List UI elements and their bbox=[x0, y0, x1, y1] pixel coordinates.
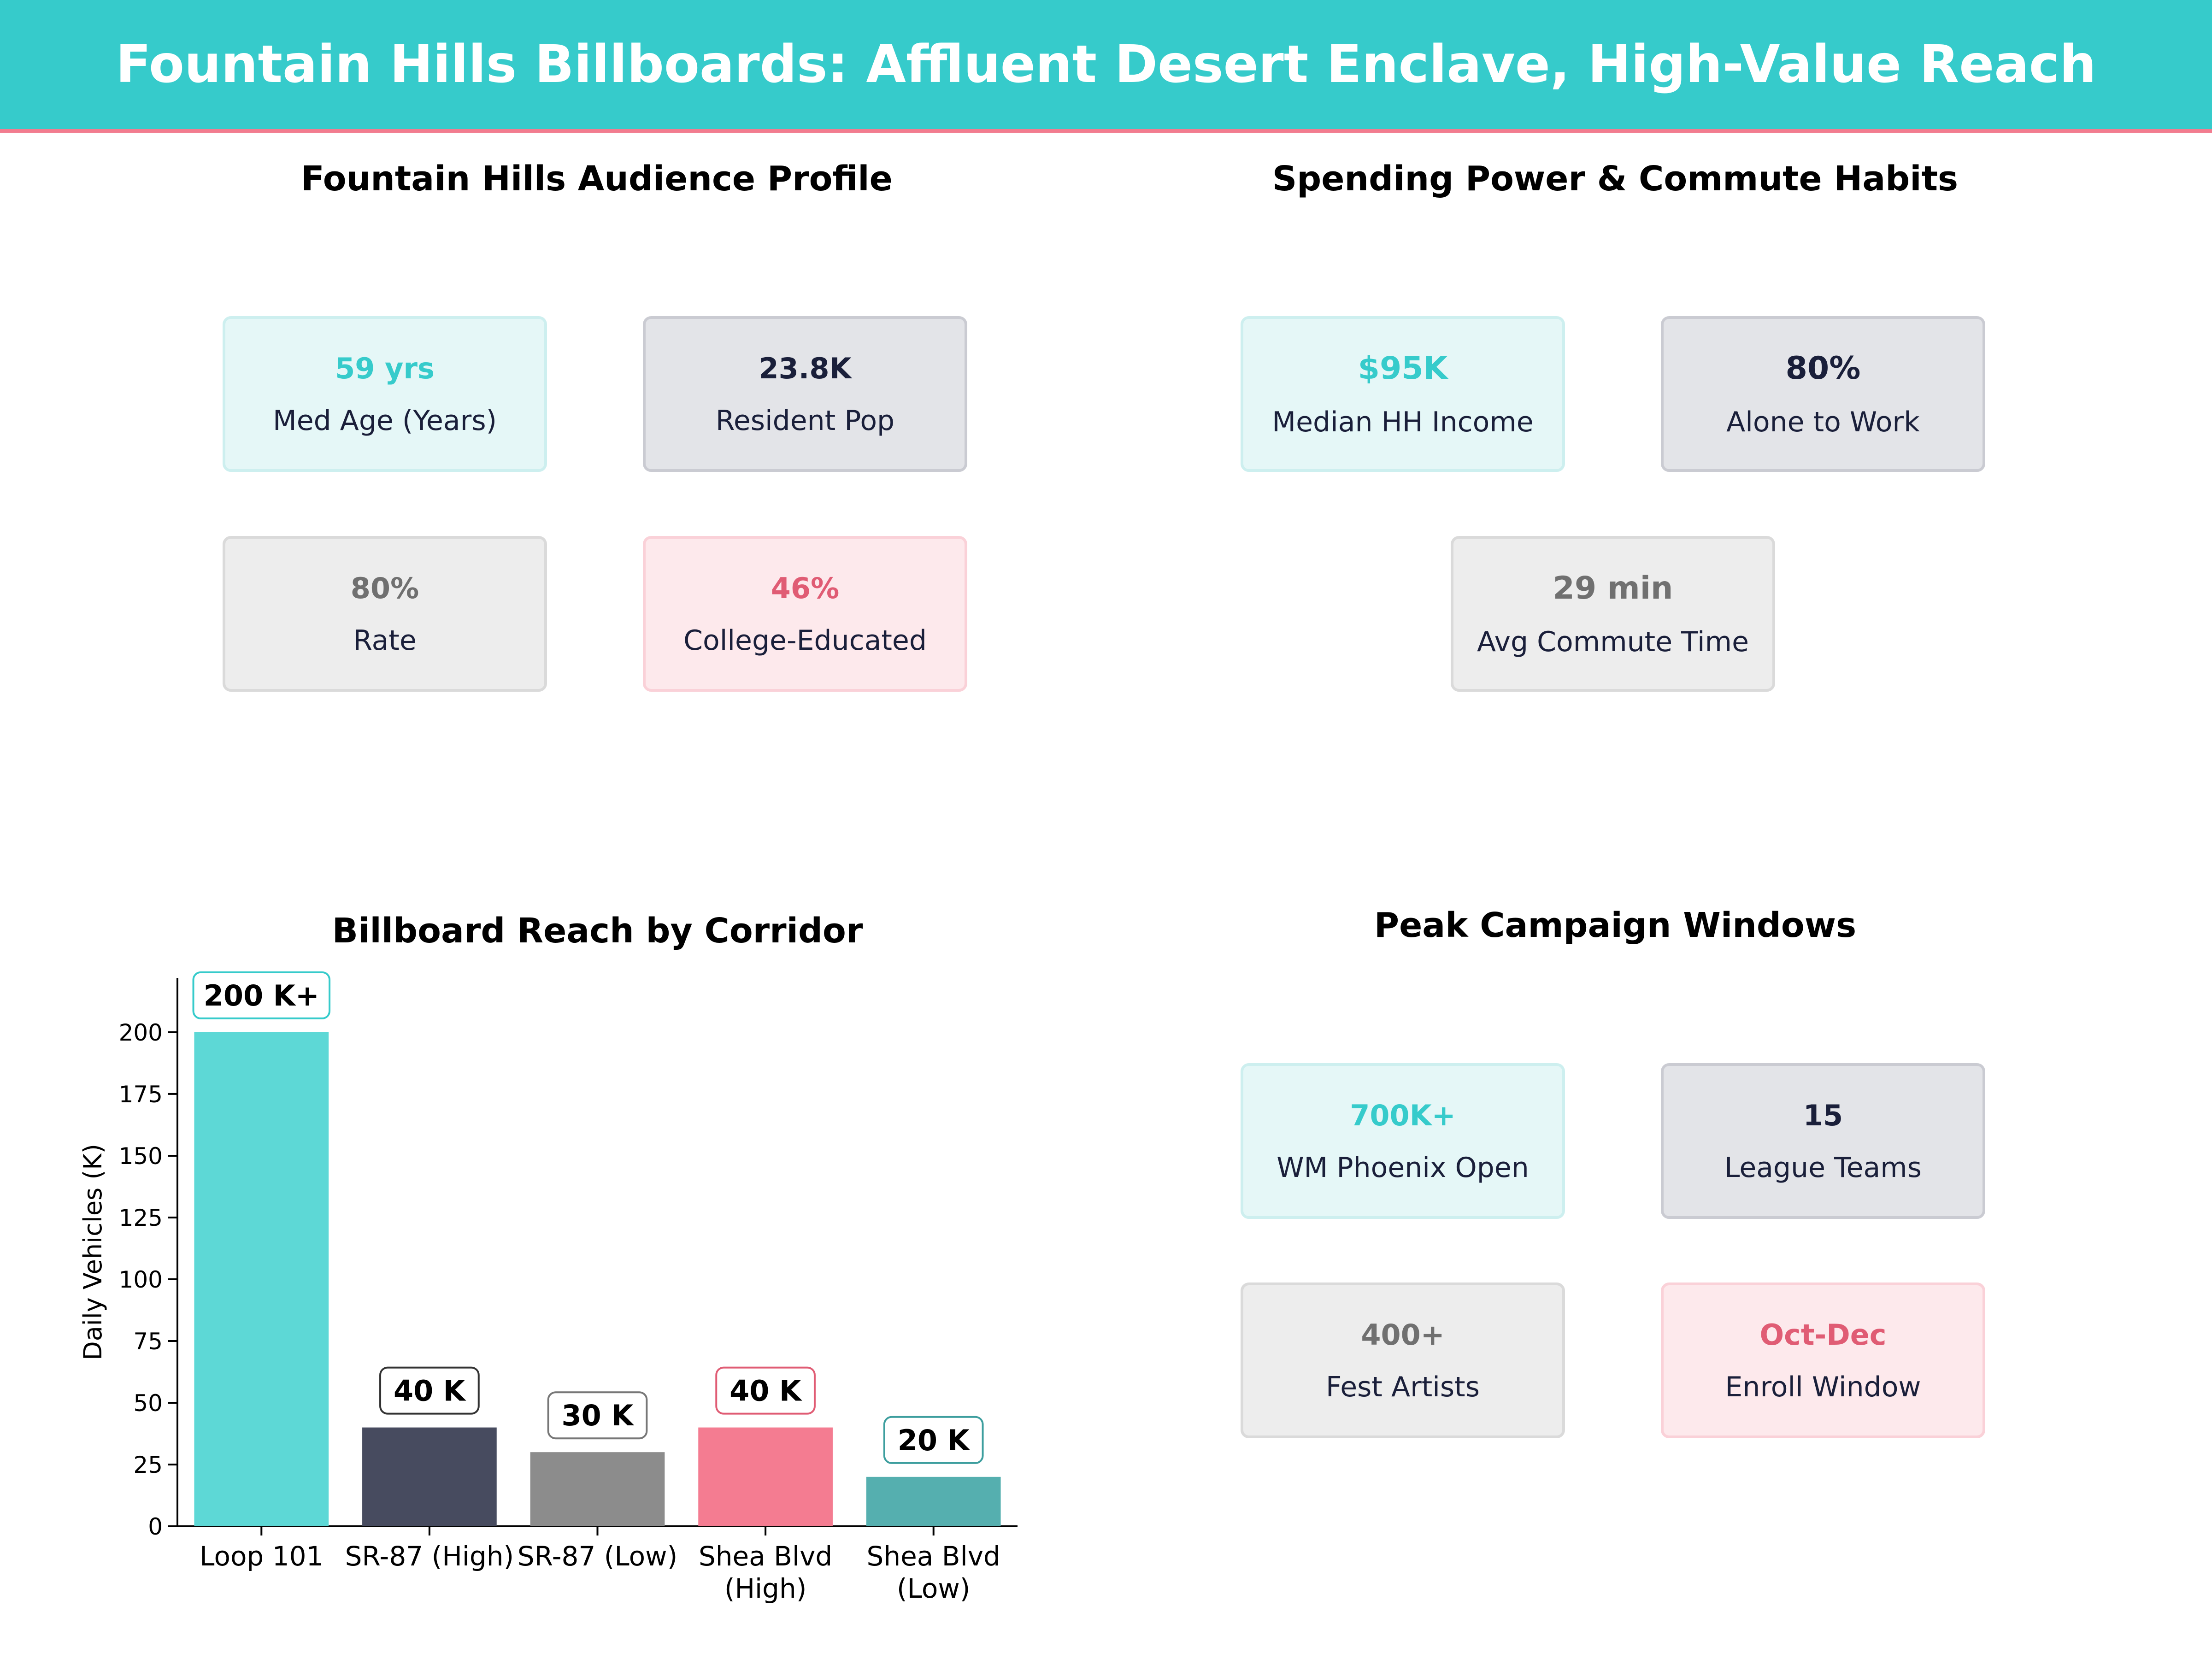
audience-card-median-age: 59 yrs Med Age (Years) bbox=[223, 316, 547, 472]
y-tick-label: 200 bbox=[119, 1019, 163, 1046]
card-label: Median HH Income bbox=[1272, 406, 1534, 438]
campaign-panel-title: Peak Campaign Windows bbox=[1374, 906, 1857, 945]
card-value: 700K+ bbox=[1350, 1098, 1456, 1132]
x-tick-label: (Low) bbox=[897, 1573, 970, 1604]
x-tick-label: SR-87 (High) bbox=[345, 1541, 514, 1572]
spending-card-commute-time: 29 min Avg Commute Time bbox=[1451, 536, 1775, 692]
card-value: 15 bbox=[1803, 1098, 1843, 1132]
spending-card-alone-to-work: 80% Alone to Work bbox=[1661, 316, 1985, 472]
data-label-box bbox=[379, 1366, 480, 1415]
bar bbox=[866, 1477, 1001, 1526]
y-tick-label: 125 bbox=[119, 1205, 163, 1231]
audience-card-college: 46% College-Educated bbox=[643, 536, 967, 692]
audience-panel-title: Fountain Hills Audience Profile bbox=[301, 159, 893, 199]
card-label: WM Phoenix Open bbox=[1277, 1151, 1529, 1184]
card-label: Med Age (Years) bbox=[272, 404, 497, 437]
y-tick-label: 0 bbox=[148, 1513, 163, 1540]
data-label-box bbox=[715, 1366, 816, 1415]
card-label: League Teams bbox=[1724, 1151, 1922, 1184]
card-label: Fest Artists bbox=[1326, 1371, 1480, 1403]
bar bbox=[194, 1032, 329, 1526]
card-value: 23.8K bbox=[759, 351, 852, 385]
bar bbox=[530, 1452, 665, 1526]
audience-card-resident-pop: 23.8K Resident Pop bbox=[643, 316, 967, 472]
campaign-card-fest-artists: 400+ Fest Artists bbox=[1241, 1282, 1565, 1438]
data-label: 30 K bbox=[562, 1399, 635, 1432]
card-value: 80% bbox=[350, 571, 419, 605]
x-tick-label: (High) bbox=[724, 1573, 807, 1604]
y-tick-label: 50 bbox=[133, 1390, 163, 1417]
card-label: Resident Pop bbox=[715, 404, 895, 437]
spending-card-income: $95K Median HH Income bbox=[1241, 316, 1565, 472]
card-value: $95K bbox=[1358, 350, 1448, 387]
y-tick-label: 100 bbox=[119, 1266, 163, 1293]
y-tick-label: 25 bbox=[133, 1452, 163, 1478]
header-banner: Fountain Hills Billboards: Affluent Dese… bbox=[0, 0, 2212, 133]
chart-title: Billboard Reach by Corridor bbox=[332, 911, 863, 951]
x-tick-label: Loop 101 bbox=[200, 1541, 323, 1572]
campaign-card-enroll-window: Oct-Dec Enroll Window bbox=[1661, 1282, 1985, 1438]
audience-card-rate: 80% Rate bbox=[223, 536, 547, 692]
card-label: College-Educated bbox=[683, 624, 927, 657]
y-tick-label: 150 bbox=[119, 1143, 163, 1170]
card-value: 400+ bbox=[1361, 1318, 1445, 1352]
card-label: Enroll Window bbox=[1725, 1371, 1921, 1403]
card-value: Oct-Dec bbox=[1759, 1318, 1887, 1352]
x-tick-label: Shea Blvd bbox=[867, 1541, 1000, 1572]
card-value: 59 yrs bbox=[335, 351, 435, 385]
page-title: Fountain Hills Billboards: Affluent Dese… bbox=[116, 35, 2096, 94]
card-label: Rate bbox=[353, 624, 417, 657]
x-tick-label: SR-87 (Low) bbox=[518, 1541, 677, 1572]
data-label: 20 K bbox=[898, 1424, 971, 1457]
y-tick-label: 75 bbox=[133, 1328, 163, 1355]
campaign-card-league-teams: 15 League Teams bbox=[1661, 1063, 1985, 1219]
spending-panel-title: Spending Power & Commute Habits bbox=[1272, 159, 1959, 199]
card-value: 46% bbox=[771, 571, 840, 605]
card-label: Avg Commute Time bbox=[1477, 625, 1749, 658]
campaign-card-phoenix-open: 700K+ WM Phoenix Open bbox=[1241, 1063, 1565, 1219]
bar bbox=[362, 1427, 497, 1526]
card-value: 80% bbox=[1785, 350, 1861, 387]
data-label: 40 K bbox=[729, 1374, 802, 1408]
data-label: 40 K bbox=[394, 1374, 466, 1408]
data-label-box bbox=[192, 971, 331, 1019]
corridor-reach-chart: Billboard Reach by Corridor 0 25 50 75 100 125… bbox=[78, 911, 1018, 1604]
data-label-box bbox=[883, 1416, 984, 1464]
x-tick-label: Shea Blvd bbox=[699, 1541, 832, 1572]
bar bbox=[698, 1427, 833, 1526]
y-tick-label: 175 bbox=[119, 1081, 163, 1108]
y-axis-label: Daily Vehicles (K) bbox=[78, 1144, 107, 1360]
data-label: 200 K+ bbox=[204, 979, 319, 1012]
card-label: Alone to Work bbox=[1726, 406, 1920, 438]
card-value: 29 min bbox=[1553, 570, 1673, 606]
data-label-box bbox=[547, 1391, 648, 1440]
